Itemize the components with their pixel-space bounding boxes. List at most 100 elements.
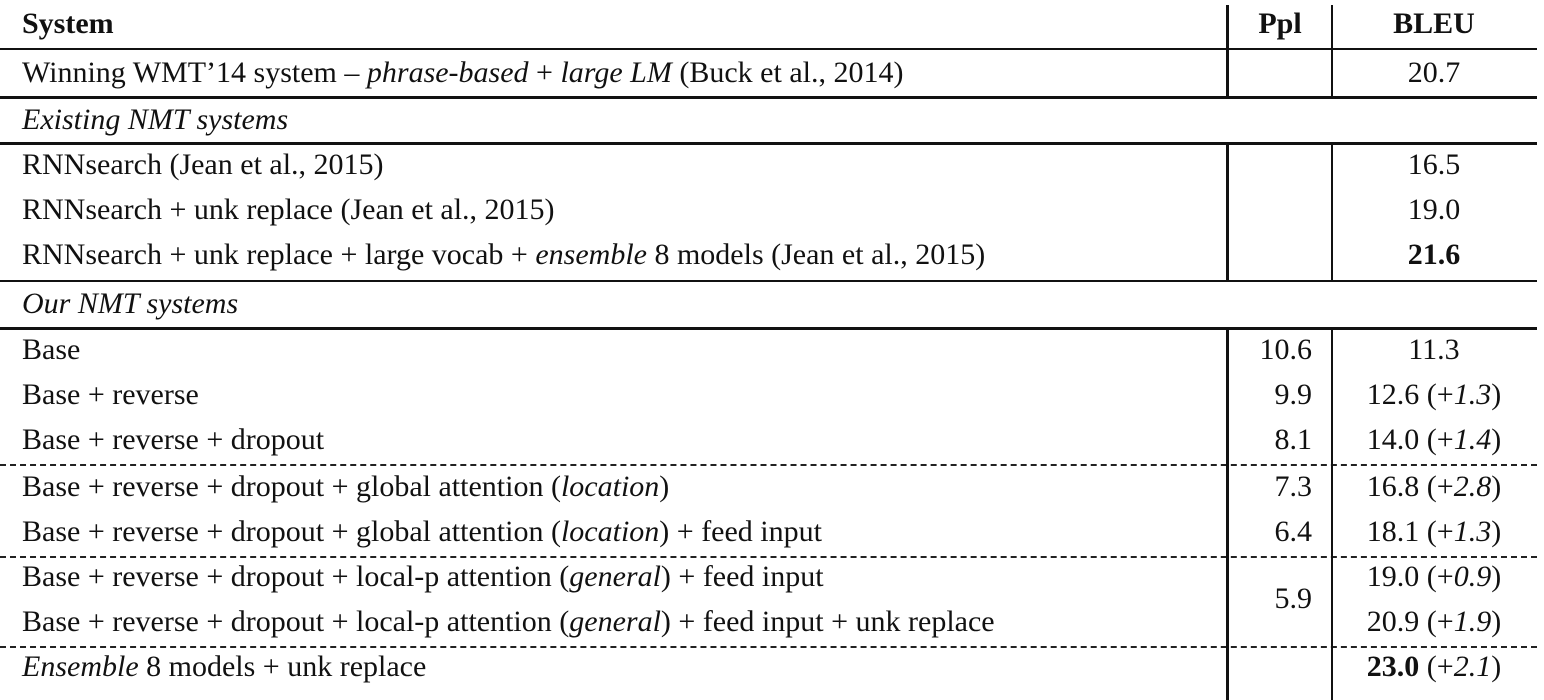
text-segment: 21.6: [1407, 238, 1461, 271]
text-segment: ) + feed input: [659, 515, 822, 548]
column-divider: [1331, 5, 1333, 97]
text-segment: ensemble: [535, 238, 647, 271]
text-segment: 16.8 (+: [1366, 470, 1454, 503]
text-segment: Base + reverse + dropout + global attent…: [22, 470, 561, 503]
text-segment: RNNsearch + unk replace (Jean et al., 20…: [22, 193, 555, 226]
header-bleu: BLEU: [1393, 7, 1475, 40]
text-segment: phrase-based: [366, 56, 529, 89]
text-segment: RNNsearch + unk replace + large vocab +: [22, 238, 536, 271]
rule: [0, 280, 1537, 282]
system-name: Base + reverse + dropout + local-p atten…: [22, 555, 824, 599]
column-divider: [1226, 143, 1229, 281]
rule: [0, 142, 1537, 145]
text-segment: ): [1491, 470, 1502, 503]
text-segment: ): [1491, 378, 1502, 411]
text-segment: 19.0: [1407, 193, 1461, 226]
text-segment: (Buck et al., 2014): [671, 56, 904, 89]
text-segment: 1.9: [1453, 605, 1492, 638]
text-segment: 0.9: [1453, 560, 1492, 593]
bleu-value: 11.3: [1334, 328, 1534, 372]
text-segment: Our NMT systems: [22, 287, 239, 320]
system-name: Base + reverse + dropout + local-p atten…: [22, 600, 995, 644]
header-ppl: Ppl: [1258, 7, 1302, 40]
text-segment: 23.0: [1366, 650, 1420, 683]
text-segment: +: [528, 56, 561, 89]
ppl-value: 6.4: [1274, 515, 1313, 548]
text-segment: 11.3: [1408, 333, 1460, 366]
text-segment: Existing NMT systems: [22, 103, 289, 136]
system-name: Base + reverse + dropout: [22, 418, 324, 462]
column-divider: [1226, 5, 1229, 97]
rule: [0, 48, 1537, 50]
text-segment: Ensemble: [22, 650, 139, 683]
text-segment: 1.3: [1453, 378, 1492, 411]
text-segment: 14.0 (+: [1366, 423, 1454, 456]
ppl-value: 7.3: [1274, 470, 1313, 503]
text-segment: Base + reverse + dropout + global attent…: [22, 515, 561, 548]
text-segment: Base + reverse + dropout: [22, 423, 325, 456]
text-segment: RNNsearch (Jean et al., 2015): [22, 148, 384, 181]
text-segment: 16.5: [1407, 148, 1461, 181]
bleu-value: 23.0 (+2.1): [1334, 645, 1534, 689]
dashed-rule: [0, 464, 1537, 466]
text-segment: Winning WMT’14 system –: [22, 56, 367, 89]
text-segment: 12.6 (+: [1366, 378, 1454, 411]
system-name: Ensemble 8 models + unk replace: [22, 645, 426, 689]
text-segment: ): [1491, 605, 1502, 638]
system-name: RNNsearch (Jean et al., 2015): [22, 143, 384, 187]
bleu-value: 16.8 (+2.8): [1334, 465, 1534, 509]
text-segment: ): [1491, 560, 1502, 593]
text-segment: location: [560, 470, 660, 503]
system-name: RNNsearch + unk replace + large vocab + …: [22, 233, 985, 277]
ppl-value: 10.6: [1259, 333, 1313, 366]
text-segment: Base: [22, 333, 81, 366]
text-segment: location: [560, 515, 660, 548]
dashed-rule: [0, 646, 1537, 648]
text-segment: ): [659, 470, 670, 503]
bleu-value: 16.5: [1334, 143, 1534, 187]
bleu-value: 19.0 (+0.9): [1334, 555, 1534, 599]
system-name: Base + reverse + dropout + global attent…: [22, 510, 822, 554]
bleu-value: 19.0: [1334, 188, 1534, 232]
text-segment: general: [569, 605, 661, 638]
ppl-value: 9.9: [1274, 378, 1313, 411]
text-segment: ): [1491, 423, 1502, 456]
text-segment: ) + feed input + unk replace: [660, 605, 995, 638]
text-segment: 19.0 (+: [1366, 560, 1454, 593]
rule: [0, 327, 1537, 330]
header-system: System: [22, 7, 114, 40]
text-segment: (+: [1419, 650, 1454, 683]
bleu-value: 14.0 (+1.4): [1334, 418, 1534, 462]
ppl-value: 5.9: [1274, 582, 1313, 615]
section-header: Existing NMT systems: [22, 98, 288, 142]
text-segment: 20.9 (+: [1366, 605, 1454, 638]
text-segment: 1.4: [1453, 423, 1492, 456]
text-segment: 20.7: [1407, 56, 1461, 89]
dashed-rule: [0, 556, 1537, 558]
text-segment: 2.8: [1453, 470, 1492, 503]
text-segment: 1.3: [1453, 515, 1492, 548]
system-name: Base + reverse: [22, 373, 199, 417]
text-segment: general: [569, 560, 661, 593]
system-name: Base + reverse + dropout + global attent…: [22, 465, 669, 509]
system-name: Base: [22, 328, 80, 372]
column-divider: [1331, 143, 1333, 281]
section-header: Our NMT systems: [22, 282, 238, 326]
text-segment: 18.1 (+: [1366, 515, 1454, 548]
bleu-value: 20.7: [1334, 51, 1534, 95]
bleu-value: 21.6: [1334, 233, 1534, 277]
rule: [0, 96, 1537, 99]
text-segment: 8 models + unk replace: [138, 650, 427, 683]
text-segment: large LM: [560, 56, 672, 89]
text-segment: ): [1491, 515, 1502, 548]
ppl-value: 8.1: [1274, 423, 1313, 456]
bleu-value: 20.9 (+1.9): [1334, 600, 1534, 644]
text-segment: ) + feed input: [660, 560, 824, 593]
column-divider: [1226, 328, 1229, 700]
system-name: RNNsearch + unk replace (Jean et al., 20…: [22, 188, 555, 232]
text-segment: Base + reverse + dropout + local-p atten…: [22, 560, 570, 593]
text-segment: ): [1491, 650, 1502, 683]
text-segment: Base + reverse + dropout + local-p atten…: [22, 605, 570, 638]
text-segment: 8 models (Jean et al., 2015): [646, 238, 986, 271]
column-divider: [1331, 328, 1333, 700]
